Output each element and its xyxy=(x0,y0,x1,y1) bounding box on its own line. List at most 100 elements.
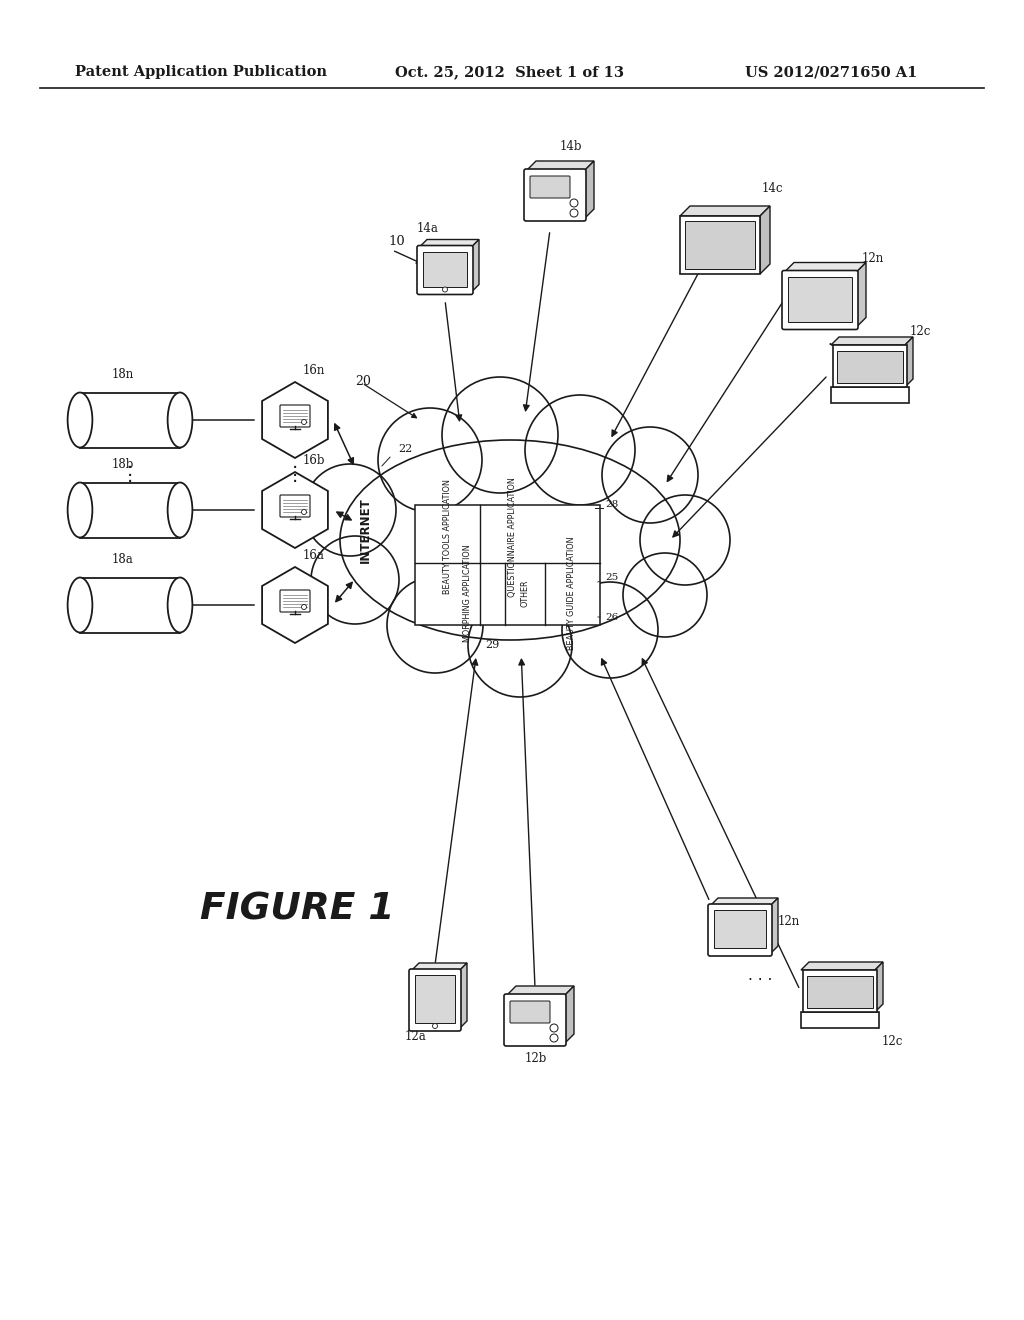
Text: .: . xyxy=(127,454,133,473)
Circle shape xyxy=(570,209,578,216)
Text: OTHER: OTHER xyxy=(520,579,529,607)
Polygon shape xyxy=(262,473,328,548)
Circle shape xyxy=(301,420,306,425)
Circle shape xyxy=(387,577,483,673)
Text: 22: 22 xyxy=(398,444,413,454)
Ellipse shape xyxy=(68,392,92,447)
Text: .: . xyxy=(292,467,298,487)
FancyBboxPatch shape xyxy=(409,969,461,1031)
Polygon shape xyxy=(831,337,913,345)
Circle shape xyxy=(525,395,635,506)
Polygon shape xyxy=(784,263,866,272)
Text: 14a: 14a xyxy=(417,222,439,235)
Bar xyxy=(680,216,760,275)
Text: .: . xyxy=(292,454,298,473)
Circle shape xyxy=(640,495,730,585)
Bar xyxy=(831,387,909,403)
Text: 12n: 12n xyxy=(778,915,800,928)
FancyBboxPatch shape xyxy=(510,1001,550,1023)
FancyBboxPatch shape xyxy=(280,405,310,426)
Ellipse shape xyxy=(168,392,193,447)
Text: 18a: 18a xyxy=(112,553,134,566)
Polygon shape xyxy=(459,964,467,1030)
Text: BEAUTY GUIDE APPLICATION: BEAUTY GUIDE APPLICATION xyxy=(567,536,577,649)
FancyBboxPatch shape xyxy=(530,176,570,198)
Bar xyxy=(833,345,907,387)
Text: 12c: 12c xyxy=(910,325,932,338)
Bar xyxy=(415,975,455,1023)
Circle shape xyxy=(623,553,707,638)
Text: 18n: 18n xyxy=(112,368,134,381)
Polygon shape xyxy=(564,986,574,1044)
Text: MORPHING APPLICATION: MORPHING APPLICATION xyxy=(463,544,471,642)
Text: 18b: 18b xyxy=(112,458,134,471)
Polygon shape xyxy=(770,898,778,954)
Text: Oct. 25, 2012  Sheet 1 of 13: Oct. 25, 2012 Sheet 1 of 13 xyxy=(395,65,624,79)
Circle shape xyxy=(442,378,558,492)
FancyBboxPatch shape xyxy=(417,246,473,294)
Circle shape xyxy=(562,582,658,678)
Bar xyxy=(807,975,873,1008)
Polygon shape xyxy=(710,898,778,906)
Text: Patent Application Publication: Patent Application Publication xyxy=(75,65,327,79)
Circle shape xyxy=(301,605,306,610)
Text: .: . xyxy=(127,467,133,487)
Ellipse shape xyxy=(168,483,193,537)
Ellipse shape xyxy=(68,578,92,632)
Circle shape xyxy=(468,593,572,697)
Text: 12n: 12n xyxy=(862,252,885,265)
Polygon shape xyxy=(760,206,770,275)
Text: 14b: 14b xyxy=(560,140,583,153)
Bar xyxy=(80,392,180,447)
Bar xyxy=(415,506,600,624)
Ellipse shape xyxy=(68,483,92,537)
Polygon shape xyxy=(905,337,913,387)
Circle shape xyxy=(570,199,578,207)
Polygon shape xyxy=(262,381,328,458)
Polygon shape xyxy=(856,263,866,327)
Circle shape xyxy=(378,408,482,512)
Polygon shape xyxy=(874,962,883,1012)
Polygon shape xyxy=(801,962,883,970)
Text: FIGURE 1: FIGURE 1 xyxy=(200,892,394,928)
Text: .: . xyxy=(127,461,133,479)
Polygon shape xyxy=(411,964,467,972)
Bar xyxy=(714,909,766,948)
Text: 12c: 12c xyxy=(882,1035,903,1048)
Text: 29: 29 xyxy=(485,640,500,649)
Text: . . .: . . . xyxy=(827,333,852,348)
Ellipse shape xyxy=(168,578,193,632)
FancyBboxPatch shape xyxy=(280,590,310,612)
Text: 10: 10 xyxy=(388,235,404,248)
Ellipse shape xyxy=(340,440,680,640)
Text: 16n: 16n xyxy=(303,364,326,378)
Text: . . .: . . . xyxy=(748,968,772,983)
Polygon shape xyxy=(262,568,328,643)
Polygon shape xyxy=(471,239,479,293)
Text: 16a: 16a xyxy=(303,549,325,562)
Text: 12a: 12a xyxy=(406,1030,427,1043)
Text: 12b: 12b xyxy=(525,1052,548,1065)
Bar xyxy=(685,220,755,269)
Circle shape xyxy=(550,1024,558,1032)
FancyBboxPatch shape xyxy=(504,994,566,1045)
Bar xyxy=(788,276,852,322)
Circle shape xyxy=(442,286,447,292)
Circle shape xyxy=(311,536,399,624)
Polygon shape xyxy=(419,239,479,248)
Bar xyxy=(423,252,467,286)
Text: .: . xyxy=(292,461,298,479)
FancyBboxPatch shape xyxy=(524,169,586,220)
Circle shape xyxy=(301,510,306,515)
Bar xyxy=(803,970,877,1012)
Circle shape xyxy=(550,1034,558,1041)
Bar xyxy=(837,351,903,383)
Polygon shape xyxy=(680,206,770,216)
Text: 25: 25 xyxy=(605,573,618,582)
Text: 16b: 16b xyxy=(303,454,326,467)
Text: US 2012/0271650 A1: US 2012/0271650 A1 xyxy=(745,65,918,79)
Text: 20: 20 xyxy=(355,375,371,388)
Circle shape xyxy=(304,465,396,556)
Polygon shape xyxy=(526,161,594,172)
FancyBboxPatch shape xyxy=(280,495,310,517)
